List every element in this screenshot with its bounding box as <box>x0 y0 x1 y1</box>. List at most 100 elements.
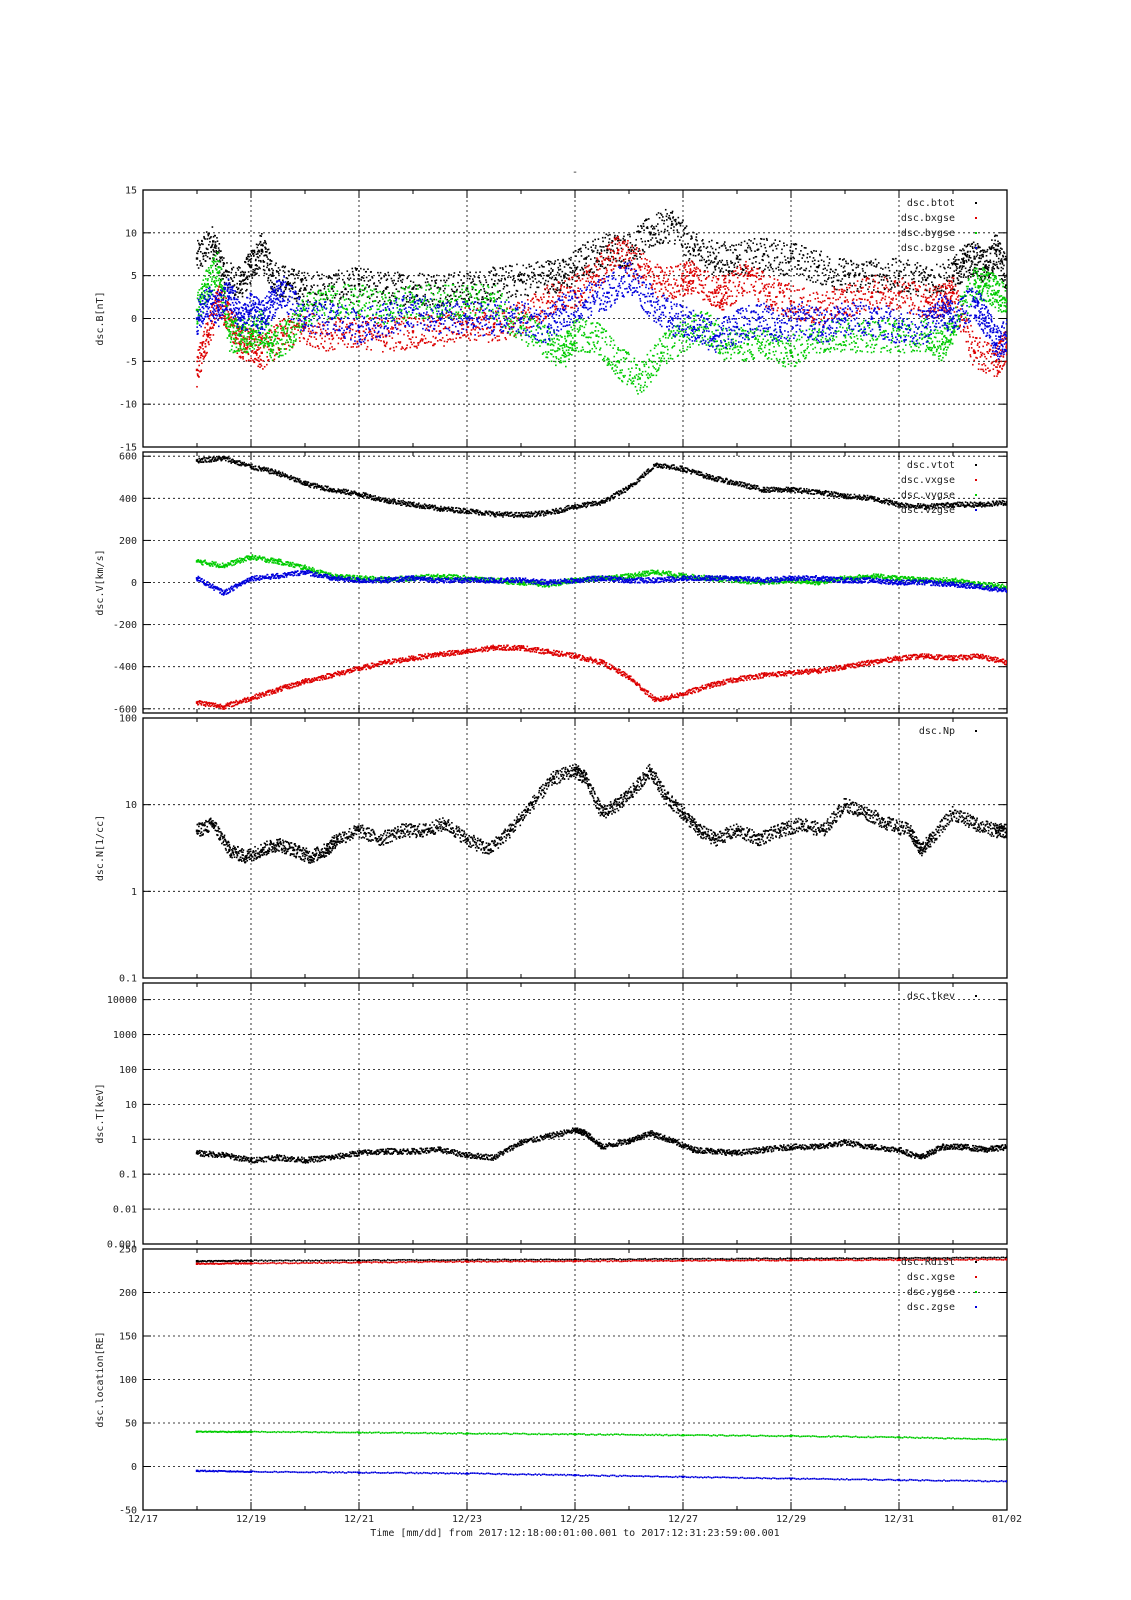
data-sample <box>637 250 640 253</box>
data-sample <box>601 246 603 248</box>
data-sample <box>747 265 749 267</box>
data-sample <box>273 326 275 328</box>
data-sample <box>875 300 878 302</box>
data-sample <box>307 299 309 302</box>
data-sample <box>751 273 754 276</box>
data-point <box>843 300 847 303</box>
data-sample <box>731 261 734 264</box>
data-sample <box>639 269 642 271</box>
data-sample <box>658 290 661 293</box>
data-sample <box>674 283 676 286</box>
data-sample <box>776 256 779 258</box>
data-sample <box>692 279 695 282</box>
data-sample <box>250 264 253 266</box>
data-sample <box>924 271 926 274</box>
data-sample <box>738 254 741 256</box>
data-sample <box>584 257 587 259</box>
data-sample <box>909 284 912 287</box>
data-sample <box>894 281 896 284</box>
data-sample <box>211 260 214 263</box>
data-sample <box>460 324 463 327</box>
data-sample <box>603 246 605 248</box>
data-sample <box>342 278 344 281</box>
data-sample <box>254 268 257 270</box>
data-sample <box>502 288 505 290</box>
data-sample <box>570 283 573 285</box>
data-sample <box>996 351 999 354</box>
data-sample <box>761 255 764 258</box>
data-sample <box>490 278 493 281</box>
data-sample <box>937 290 939 293</box>
data-sample <box>779 272 782 275</box>
data-sample <box>632 275 634 277</box>
data-sample <box>930 269 933 271</box>
data-sample <box>530 317 533 320</box>
data-sample <box>955 259 957 261</box>
data-sample <box>608 241 610 244</box>
data-sample <box>748 272 751 275</box>
data-sample <box>664 280 667 283</box>
data-sample <box>574 303 576 306</box>
data-sample <box>711 247 714 250</box>
data-sample <box>782 292 784 294</box>
data-sample <box>571 271 573 274</box>
data-sample <box>563 277 565 279</box>
data-sample <box>208 332 210 335</box>
data-sample <box>725 301 728 304</box>
data-sample <box>359 316 361 318</box>
data-sample <box>227 301 229 304</box>
data-sample <box>615 260 617 262</box>
data-sample <box>968 254 971 257</box>
data-sample <box>635 248 637 251</box>
data-sample <box>960 249 963 252</box>
data-sample <box>239 326 241 329</box>
data-sample <box>214 243 217 246</box>
data-sample <box>745 249 748 252</box>
data-sample <box>247 271 250 273</box>
data-sample <box>814 281 817 283</box>
data-sample <box>948 282 951 285</box>
data-sample <box>666 219 668 221</box>
data-sample <box>814 269 817 272</box>
data-sample <box>500 278 503 280</box>
data-sample <box>255 263 258 266</box>
data-sample <box>226 302 229 305</box>
data-sample <box>256 352 258 355</box>
data-sample <box>306 340 309 343</box>
data-point <box>692 248 695 252</box>
data-sample <box>983 353 986 356</box>
data-sample <box>508 272 510 274</box>
data-sample <box>212 327 214 329</box>
data-sample <box>255 253 258 256</box>
data-sample <box>739 258 742 261</box>
data-sample <box>358 278 361 280</box>
data-sample <box>367 280 370 282</box>
data-sample <box>427 281 429 283</box>
data-sample <box>973 255 976 258</box>
data-sample <box>556 289 558 292</box>
data-sample <box>655 275 658 277</box>
data-sample <box>1005 259 1007 261</box>
data-sample <box>999 371 1001 374</box>
data-sample <box>479 281 482 284</box>
data-sample <box>724 299 726 301</box>
data-sample <box>824 274 827 276</box>
data-sample <box>224 274 227 277</box>
data-sample <box>323 324 326 327</box>
data-sample <box>201 286 204 288</box>
data-sample <box>904 266 906 269</box>
data-sample <box>234 339 237 342</box>
data-sample <box>330 331 332 334</box>
data-sample <box>571 276 573 279</box>
data-sample <box>432 303 434 305</box>
data-sample <box>262 368 264 370</box>
data-sample <box>283 266 286 269</box>
data-sample <box>850 260 853 263</box>
data-sample <box>756 272 759 274</box>
data-sample <box>924 289 926 292</box>
data-sample <box>422 338 424 341</box>
data-sample <box>823 264 826 267</box>
data-sample <box>826 255 829 258</box>
data-sample <box>455 289 458 292</box>
data-sample <box>259 259 262 262</box>
